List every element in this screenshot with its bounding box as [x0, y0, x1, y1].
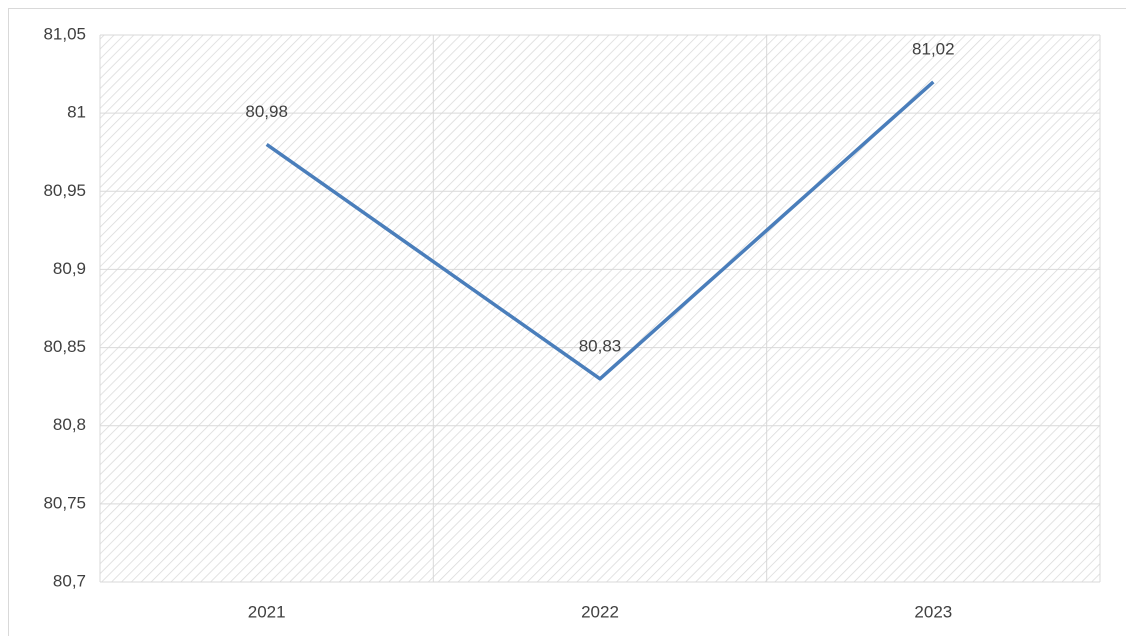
data-label: 80,98: [245, 102, 288, 121]
data-label: 80,83: [579, 336, 622, 355]
plot-area: [100, 35, 1100, 582]
line: [265, 80, 935, 381]
chart-frame: [8, 8, 1126, 636]
y-tick-label: 80,9: [53, 259, 86, 278]
y-tick-label: 80,8: [53, 415, 86, 434]
x-tick-label: 2023: [914, 602, 952, 621]
x-tick-label: 2021: [248, 602, 286, 621]
y-tick-label: 80,7: [53, 571, 86, 590]
x-tick-label: 2022: [581, 602, 619, 621]
y-tick-label: 80,75: [43, 493, 86, 512]
y-tick-label: 81,05: [43, 24, 86, 43]
y-tick-label: 80,95: [43, 181, 86, 200]
data-label: 81,02: [912, 39, 955, 58]
y-tick-label: 81: [67, 103, 86, 122]
y-tick-label: 80,85: [43, 337, 86, 356]
